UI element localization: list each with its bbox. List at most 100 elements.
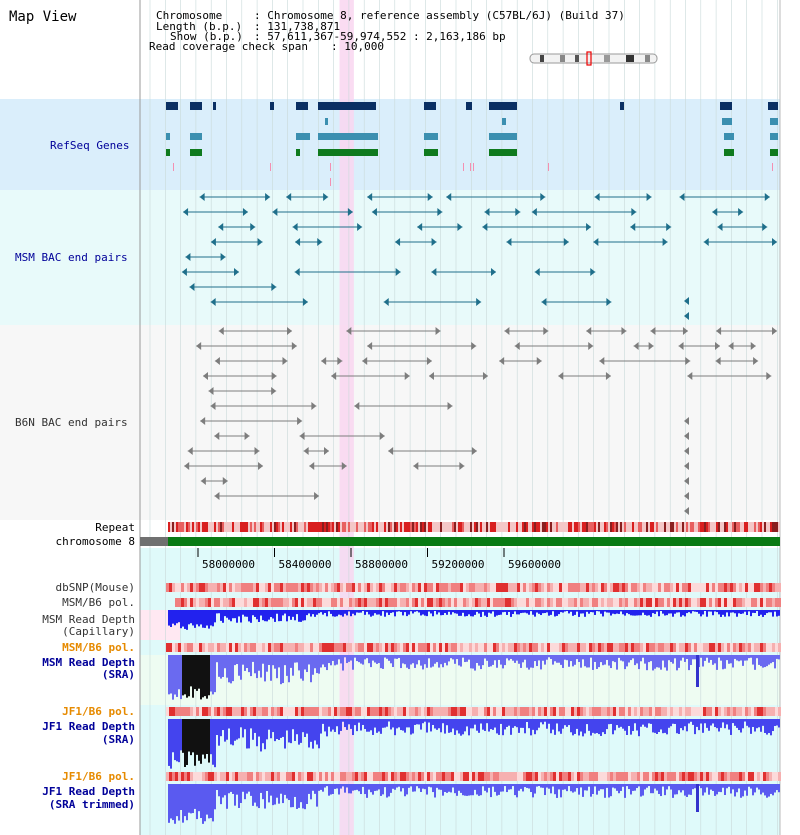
msm-depth-capillary-bar (730, 610, 732, 613)
jf1-depth-trimmed-bar (182, 784, 184, 823)
jf1-b6-pol-strip-cell (580, 707, 583, 716)
msm-b6-pol-2-strip-cell (289, 643, 292, 652)
track-label-b6n-bac[interactable]: B6N BAC end pairs (15, 416, 128, 429)
msm-depth-capillary-bar (752, 610, 754, 613)
msm-bac-pair-end (586, 223, 592, 231)
track-label-msm-b6-pol: MSM/B6 pol. (62, 596, 135, 609)
b6n-bac-pair-end (543, 327, 549, 335)
msm-depth-sra-bar (208, 655, 210, 696)
jf1-b6-pol-2-strip-cell (361, 772, 364, 781)
msm-b6-pol-2-strip-cell (409, 643, 412, 652)
msm-bac-pair-end (679, 193, 685, 201)
msm-depth-capillary-bar (556, 610, 558, 616)
msm-b6-pol-2-strip-cell (475, 643, 478, 652)
jf1-b6-pol-strip-cell (283, 707, 286, 716)
jf1-depth-trimmed-bar (510, 784, 512, 790)
msm-b6-pol-2-strip-cell (301, 643, 304, 652)
jf1-depth-sra-bar (474, 719, 476, 725)
jf1-b6-pol-2-strip-cell (502, 772, 505, 781)
jf1-b6-pol-2-strip-cell (538, 772, 541, 781)
jf1-depth-sra-bar (434, 719, 436, 729)
jf1-b6-pol-strip-cell (379, 707, 382, 716)
jf1-depth-sra-bar (730, 719, 732, 735)
jf1-b6-pol-2-strip-cell (331, 772, 334, 781)
jf1-b6-pol-2-strip-cell (283, 772, 286, 781)
msm-b6-pol-2-strip-cell (298, 643, 301, 652)
msm-depth-capillary-bar (632, 610, 634, 616)
jf1-b6-pol-strip-cell (763, 707, 766, 716)
jf1-b6-pol-2-strip-cell (397, 772, 400, 781)
repeat-block (172, 522, 174, 532)
msm-depth-sra-bar (526, 655, 528, 668)
repeat-block (754, 522, 756, 532)
jf1-depth-trimmed-bar (298, 784, 300, 808)
jf1-depth-trimmed-bar (634, 784, 636, 791)
jf1-b6-pol-2-strip-cell (586, 772, 589, 781)
b6n-bac-pair-end (214, 432, 220, 440)
jf1-depth-sra-bar (284, 719, 286, 749)
msm-b6-pol-2-strip-cell (238, 643, 241, 652)
jf1-b6-pol-2-strip-cell (391, 772, 394, 781)
msm-b6-pol-2-strip-cell (223, 643, 226, 652)
jf1-b6-pol-2-strip-cell (727, 772, 730, 781)
jf1-depth-sra-bar (190, 719, 192, 756)
msm-depth-capillary-bar (284, 610, 286, 614)
repeat-block (598, 522, 600, 532)
msm-b6-pol-strip-cell (229, 598, 232, 607)
jf1-depth-trimmed-bar (502, 784, 504, 792)
jf1-b6-pol-strip-cell (175, 707, 178, 716)
repeat-block (574, 522, 576, 532)
track-label-msm-bac[interactable]: MSM BAC end pairs (15, 251, 128, 264)
msm-depth-capillary-bar (678, 610, 680, 613)
jf1-depth-trimmed-bar (380, 784, 382, 796)
repeat-block (692, 522, 694, 532)
msm-depth-capillary-bar (374, 610, 376, 614)
refseq-gene (768, 102, 778, 110)
jf1-b6-pol-strip-cell (550, 707, 553, 716)
jf1-b6-pol-2-strip-cell (739, 772, 742, 781)
b6n-bac-pair-end (187, 447, 193, 455)
jf1-depth-sra-bar (642, 719, 644, 725)
jf1-b6-pol-strip-cell (247, 707, 250, 716)
jf1-depth-sra-bar (698, 719, 700, 731)
dbsnp-strip-cell (544, 583, 547, 592)
msm-depth-capillary-bar (452, 610, 454, 613)
track-label-refseq-genes[interactable]: RefSeq Genes (50, 139, 130, 152)
jf1-depth-sra-bar (404, 719, 406, 733)
msm-depth-capillary-bar (186, 610, 188, 630)
msm-b6-pol-2-strip-cell (721, 643, 724, 652)
jf1-b6-pol-strip-cell (376, 707, 379, 716)
refseq-gene (270, 102, 274, 110)
msm-b6-pol-strip-cell (538, 598, 541, 607)
jf1-b6-pol-strip-cell (469, 707, 472, 716)
jf1-b6-pol-2-strip-cell (496, 772, 499, 781)
jf1-b6-pol-2-strip-cell (172, 772, 175, 781)
msm-depth-sra-bar (316, 655, 318, 674)
msm-depth-sra-bar (350, 655, 352, 661)
msm-bac-pair-end (295, 238, 301, 246)
jf1-depth-trimmed-bar (580, 784, 582, 788)
jf1-depth-trimmed-bar (356, 784, 358, 790)
msm-depth-sra-bar (442, 655, 444, 668)
msm-depth-sra-bar (484, 655, 486, 659)
msm-b6-pol-2-strip-cell (733, 643, 736, 652)
jf1-depth-trimmed-bar (470, 784, 472, 796)
msm-b6-pol-strip-cell (517, 598, 520, 607)
msm-depth-capillary-bar (648, 610, 650, 616)
jf1-depth-sra-bar (282, 719, 284, 737)
repeat-block (348, 522, 350, 532)
msm-depth-capillary-bar (242, 610, 244, 615)
msm-b6-pol-strip-cell (766, 598, 769, 607)
jf1-depth-trimmed-bar (398, 784, 400, 787)
jf1-depth-trimmed-bar (378, 784, 380, 790)
jf1-b6-pol-strip-cell (178, 707, 181, 716)
jf1-depth-sra-bar (762, 719, 764, 726)
repeat-block (590, 522, 592, 532)
jf1-depth-sra-bar (176, 719, 178, 762)
jf1-b6-pol-2-strip-cell (274, 772, 277, 781)
b6n-bac-pair-end (331, 372, 337, 380)
msm-depth-sra-bar (638, 655, 640, 670)
msm-depth-sra-bar (500, 655, 502, 665)
show-label: Show (b.p.) (170, 30, 243, 43)
